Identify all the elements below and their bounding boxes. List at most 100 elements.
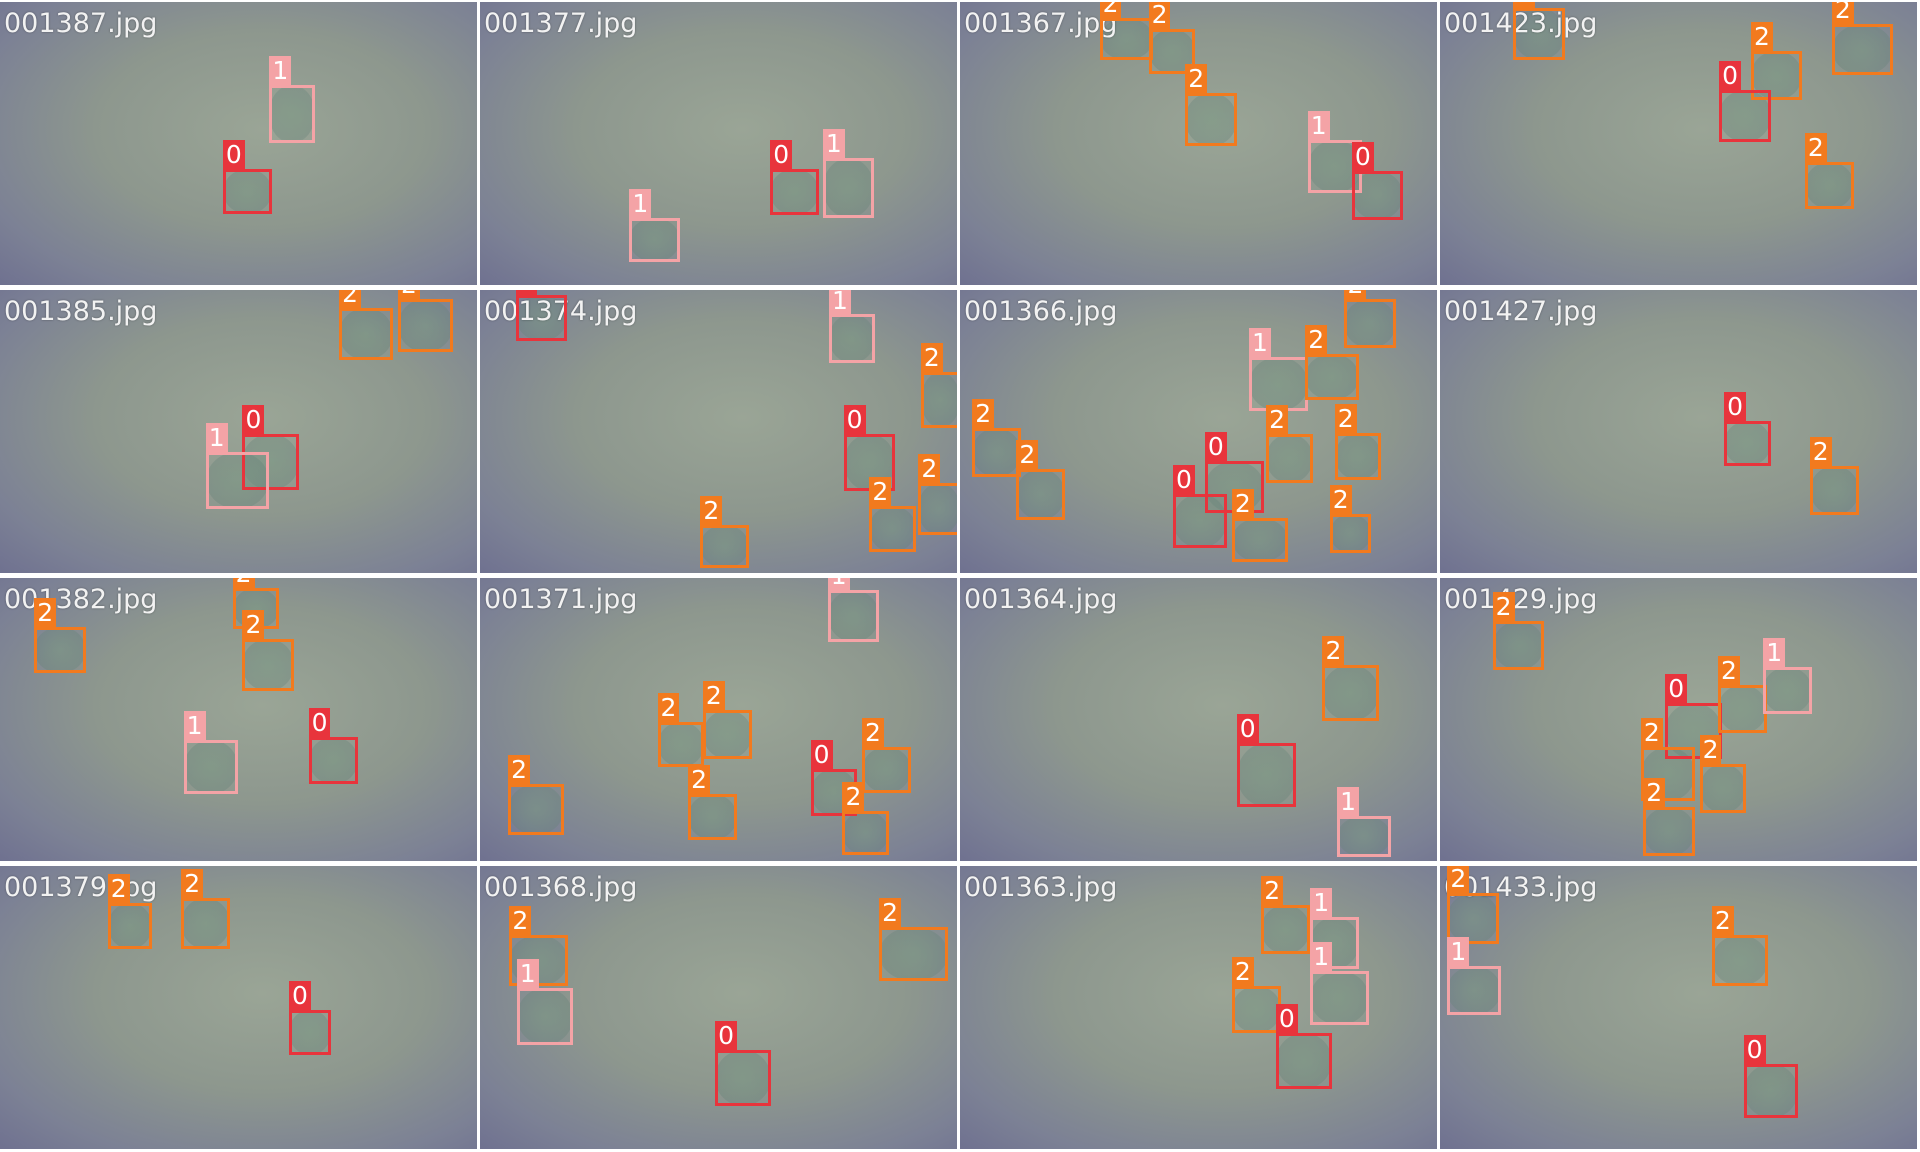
cell [869,505,916,553]
bounding-box [1711,934,1769,986]
cell [862,746,911,794]
bounding-box [657,722,705,767]
class-label: 2 [1492,591,1515,621]
bounding-box [397,298,454,353]
class-label: 2 [107,873,130,903]
cell [181,897,231,950]
cell [1492,620,1545,670]
class-label: 1 [1447,937,1470,967]
class-label: 2 [700,496,723,526]
cell [269,85,315,143]
cell [1231,986,1281,1033]
filename: 001387.jpg [4,8,158,39]
filename: 001363.jpg [964,872,1118,903]
class-label: 2 [1809,437,1832,467]
bounding-box [1231,517,1289,562]
cell [918,483,957,535]
bounding-box [1334,433,1382,480]
cell [339,308,394,360]
cell [629,217,680,262]
cell [1266,434,1313,484]
class-label: 2 [972,399,995,429]
image-tile: 001423.jpg22202 [1440,2,1917,285]
class-label: 2 [1513,2,1536,9]
class-label: 0 [222,139,245,169]
class-label: 2 [1305,324,1328,354]
cell [288,1010,331,1055]
image-tile: 001379.jpg 2 2 0 [0,866,477,1149]
cell [700,525,750,568]
cell [1743,1064,1798,1119]
class-label: 0 [515,290,538,295]
bounding-box [181,897,231,950]
bounding-box [1719,90,1771,142]
image-tile: 001387.jpg 1 0 [0,2,477,285]
bounding-box [1231,986,1281,1033]
bounding-box [869,505,916,553]
class-label: 1 [629,188,652,218]
class-label: 0 [1351,141,1374,171]
image-tile: 001385.jpg 2 2 01 [0,290,477,573]
bounding-box [107,902,152,950]
image-tile: 001427.jpg 0 2 [1440,290,1917,573]
class-label: 2 [1185,63,1208,93]
filename: 001366.jpg [964,296,1118,327]
class-label: 2 [920,343,943,373]
cell [508,783,565,836]
class-label: 1 [1337,786,1360,816]
class-label: 2 [509,905,532,935]
cell [1699,764,1747,814]
bounding-box [1185,92,1237,147]
bounding-box [1310,971,1369,1026]
cell [828,314,876,364]
bounding-box [702,710,752,760]
class-label: 1 [1763,638,1786,668]
class-label: 0 [1204,432,1227,462]
cell [715,1049,772,1106]
cell [1099,17,1154,60]
class-label: 0 [770,139,793,169]
cell [1809,466,1859,516]
class-label: 0 [1236,714,1259,744]
bounding-box [842,810,889,855]
class-label: 1 [269,56,292,86]
cell [397,298,454,353]
cell [822,157,875,218]
class-label: 2 [232,578,255,588]
class-label: 1 [183,710,206,740]
bounding-box [1513,8,1565,60]
image-tile: 001367.jpg 2 2 2 1 0 [960,2,1437,285]
class-label: 2 [869,476,892,506]
bounding-box [242,434,299,490]
bounding-box [700,525,750,568]
image-tile: 001368.jpg 2 1 2 0 [480,866,957,1149]
bounding-box [862,746,911,794]
bounding-box [1643,806,1695,856]
class-label: 2 [1699,735,1722,765]
filename: 001433.jpg [1444,872,1598,903]
class-label: 0 [810,740,833,770]
cell [515,294,567,342]
cell [1337,815,1392,858]
class-label: 1 [1310,942,1333,972]
cell [879,927,948,982]
cell [1804,162,1854,209]
bounding-box [1743,1064,1798,1119]
class-label: 2 [1231,957,1254,986]
bounding-box [288,1010,331,1055]
bounding-box [508,783,565,836]
filename: 001385.jpg [4,296,158,327]
bounding-box [1305,353,1360,401]
bounding-box [1344,298,1396,348]
filename: 001368.jpg [484,872,638,903]
cell [1513,8,1565,60]
filename: 001371.jpg [484,584,638,615]
image-tile: 001364.jpg 2 0 1 [960,578,1437,861]
bounding-box [1640,746,1695,801]
class-label: 2 [879,898,902,928]
bounding-box [1236,743,1296,807]
cell [1329,514,1372,554]
class-label: 2 [688,764,711,794]
class-label: 1 [822,128,845,158]
